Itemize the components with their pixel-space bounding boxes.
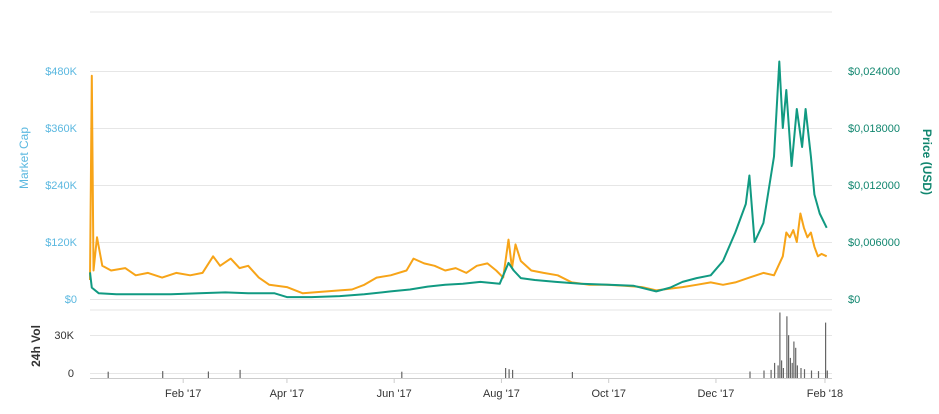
left-axis-ticks: $0 $120K $240K $360K $480K — [45, 66, 77, 306]
volume-bar — [207, 371, 209, 378]
volume-bar — [825, 322, 827, 378]
x-tick-label: Oct '17 — [591, 388, 626, 400]
x-axis-ticks: Feb '17 Apr '17 Jun '17 Aug '17 Oct '17 Dec '… — [165, 378, 843, 400]
right-axis-title: Price (USD) — [920, 129, 934, 195]
volume-grid — [90, 309, 832, 379]
right-tick-label: $0 — [848, 294, 860, 306]
right-tick-label: $0,024000 — [848, 66, 900, 78]
volume-bar — [793, 341, 795, 378]
left-tick-label: $0 — [65, 294, 77, 306]
volume-bar — [800, 368, 802, 378]
volume-bar — [571, 372, 573, 378]
volume-bar — [781, 360, 783, 378]
volume-bar — [795, 347, 797, 378]
right-tick-label: $0,012000 — [848, 180, 900, 192]
x-tick-label: Apr '17 — [270, 388, 305, 400]
volume-bar — [803, 369, 806, 378]
series-line-price — [89, 60, 828, 299]
right-tick-label: $0,006000 — [848, 237, 900, 249]
x-tick-label: Dec '17 — [697, 388, 734, 400]
volume-bar — [826, 370, 828, 378]
volume-bar — [779, 312, 781, 378]
volume-bar — [789, 357, 791, 378]
left-tick-label: $240K — [45, 180, 77, 192]
volume-bar — [782, 368, 784, 378]
volume-bar — [796, 365, 798, 378]
left-tick-label: $480K — [45, 66, 77, 78]
main-grid — [90, 11, 832, 300]
series-layer — [89, 60, 828, 299]
volume-bar — [788, 335, 790, 378]
volume-bar — [512, 369, 514, 378]
volume-bars — [107, 312, 828, 378]
volume-bar — [817, 371, 820, 378]
volume-tick-label: 30K — [54, 330, 74, 342]
volume-bar — [401, 371, 403, 378]
volume-bar — [508, 369, 510, 378]
volume-tick-label: 0 — [68, 368, 74, 380]
volume-bar — [810, 370, 813, 378]
volume-bar — [162, 371, 164, 378]
volume-bar — [239, 369, 241, 378]
right-axis-ticks: $0 $0,006000 $0,012000 $0,018000 $0,024000 — [848, 66, 900, 306]
volume-bar — [107, 371, 109, 378]
volume-bar — [763, 370, 765, 378]
x-tick-label: Feb '18 — [807, 388, 843, 400]
x-tick-label: Feb '17 — [165, 388, 201, 400]
left-axis-title: Market Cap — [17, 127, 31, 189]
volume-bar — [749, 371, 751, 378]
volume-axis-title: 24h Vol — [29, 325, 43, 367]
volume-bar — [505, 368, 507, 378]
volume-bar — [786, 316, 788, 378]
volume-bar — [777, 365, 779, 378]
x-tick-label: Jun '17 — [377, 388, 412, 400]
left-tick-label: $360K — [45, 123, 77, 135]
right-tick-label: $0,018000 — [848, 123, 900, 135]
volume-bar — [791, 362, 793, 378]
volume-bar — [770, 369, 772, 378]
volume-axis-ticks: 0 30K — [54, 330, 74, 380]
volume-bar — [774, 362, 776, 378]
left-tick-label: $120K — [45, 237, 77, 249]
series-line-market-cap — [89, 74, 828, 295]
x-tick-label: Aug '17 — [483, 388, 520, 400]
